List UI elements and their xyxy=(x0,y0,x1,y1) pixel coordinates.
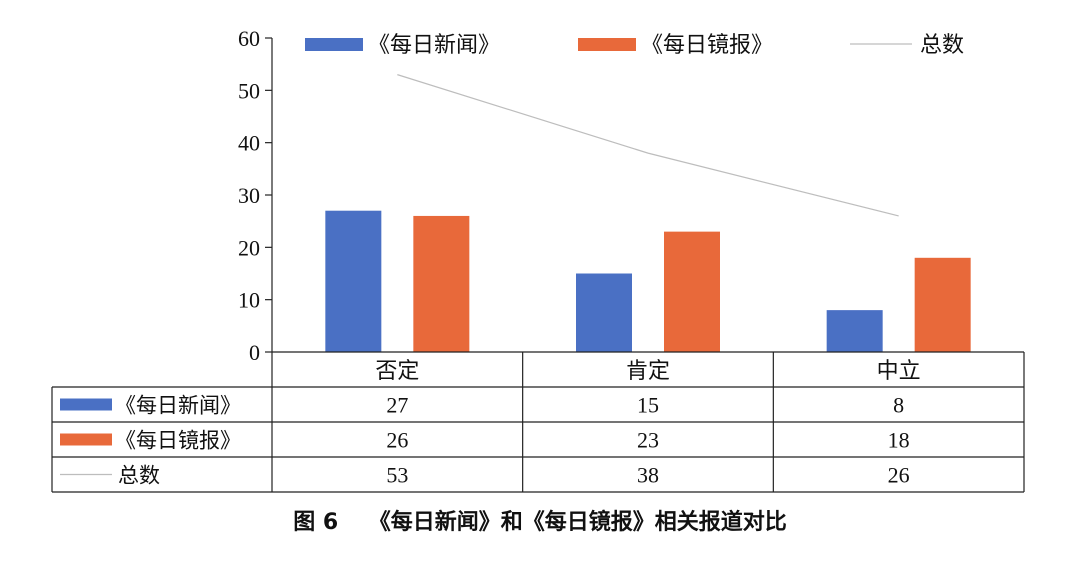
legend-swatch xyxy=(578,38,636,51)
y-tick-label: 60 xyxy=(238,26,260,51)
table-cell-value: 26 xyxy=(888,463,910,488)
bar xyxy=(914,257,971,352)
category-label: 否定 xyxy=(375,359,419,384)
table-row-label: 《每日镜报》 xyxy=(115,429,241,453)
y-tick-label: 30 xyxy=(238,183,260,208)
table-cell-value: 15 xyxy=(637,393,659,418)
table-row-label: 总数 xyxy=(118,464,160,488)
table-cell-value: 26 xyxy=(386,428,408,453)
table-cell-value: 53 xyxy=(386,463,408,488)
table-cell-value: 27 xyxy=(386,393,408,418)
legend-label: 总数 xyxy=(920,33,964,58)
table-row-label: 《每日新闻》 xyxy=(115,394,241,418)
category-label: 中立 xyxy=(877,359,921,384)
legend-label: 《每日镜报》 xyxy=(641,33,773,58)
bar xyxy=(325,210,382,352)
y-tick-label: 40 xyxy=(238,131,260,156)
bar xyxy=(413,215,470,352)
table-cell-value: 8 xyxy=(893,393,904,418)
legend-swatch xyxy=(305,38,363,51)
figure-caption: 图 6 《每日新闻》和《每日镜报》相关报道对比 xyxy=(293,510,787,535)
bar xyxy=(576,273,632,352)
table-cell-value: 23 xyxy=(637,428,659,453)
table-cell-value: 38 xyxy=(637,463,659,488)
table-legend-swatch xyxy=(60,398,112,411)
series-line-total xyxy=(397,74,899,217)
y-tick-label: 50 xyxy=(238,78,260,103)
bar xyxy=(826,310,883,352)
table-legend-swatch xyxy=(60,433,112,446)
category-label: 肯定 xyxy=(626,359,670,384)
y-tick-label: 0 xyxy=(249,340,260,365)
table-cell-value: 18 xyxy=(888,428,910,453)
bar xyxy=(664,231,720,352)
y-tick-label: 20 xyxy=(238,235,260,260)
y-tick-label: 10 xyxy=(238,288,260,313)
legend-label: 《每日新闻》 xyxy=(368,33,500,58)
